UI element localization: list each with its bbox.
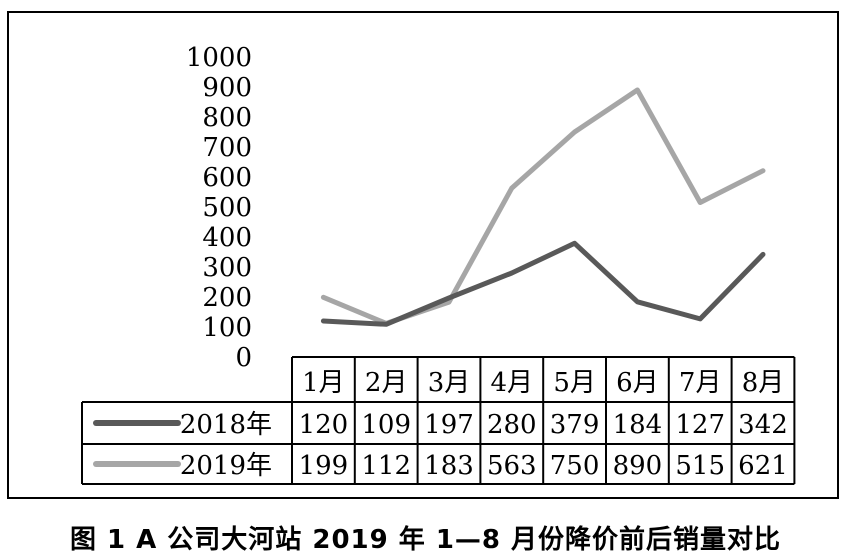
- series-line: [320, 87, 766, 326]
- table-value: 890: [613, 451, 663, 481]
- x-category-label: 4月: [491, 368, 534, 398]
- table-value: 183: [424, 451, 474, 481]
- y-tick-label: 100: [202, 313, 252, 343]
- x-category-label: 1月: [302, 368, 345, 398]
- chart-frame: [7, 11, 839, 499]
- table-value: 199: [299, 451, 349, 481]
- y-tick-label: 900: [202, 73, 252, 103]
- y-tick-label: 800: [202, 103, 252, 133]
- legend-label: 2018年: [180, 410, 272, 440]
- table-value: 120: [299, 410, 349, 440]
- x-category-label: 2月: [365, 368, 408, 398]
- table-value: 750: [550, 451, 600, 481]
- table-value: 127: [675, 410, 725, 440]
- series-line: [320, 240, 766, 327]
- x-category-label: 8月: [742, 368, 785, 398]
- y-tick-label: 200: [202, 283, 252, 313]
- x-category-label: 5月: [553, 368, 596, 398]
- table-value: 109: [361, 410, 411, 440]
- table-value: 379: [550, 410, 600, 440]
- table-value: 342: [738, 410, 788, 440]
- legend-label: 2019年: [180, 451, 272, 481]
- y-tick-label: 700: [202, 133, 252, 163]
- y-tick-label: 0: [235, 343, 252, 373]
- y-tick-label: 600: [202, 163, 252, 193]
- table-value: 621: [738, 451, 788, 481]
- y-tick-label: 1000: [186, 43, 252, 73]
- figure-caption: 图 1 A 公司大河站 2019 年 1—8 月份降价前后销量对比: [69, 525, 782, 555]
- y-tick-label: 500: [202, 193, 252, 223]
- table-value: 197: [424, 410, 474, 440]
- x-category-label: 3月: [428, 368, 471, 398]
- y-tick-label: 400: [202, 223, 252, 253]
- x-category-label: 6月: [616, 368, 659, 398]
- table-value: 515: [675, 451, 725, 481]
- x-category-label: 7月: [679, 368, 722, 398]
- table-value: 280: [487, 410, 537, 440]
- y-tick-label: 300: [202, 253, 252, 283]
- table-value: 563: [487, 451, 537, 481]
- table-value: 184: [613, 410, 663, 440]
- table-value: 112: [361, 451, 411, 481]
